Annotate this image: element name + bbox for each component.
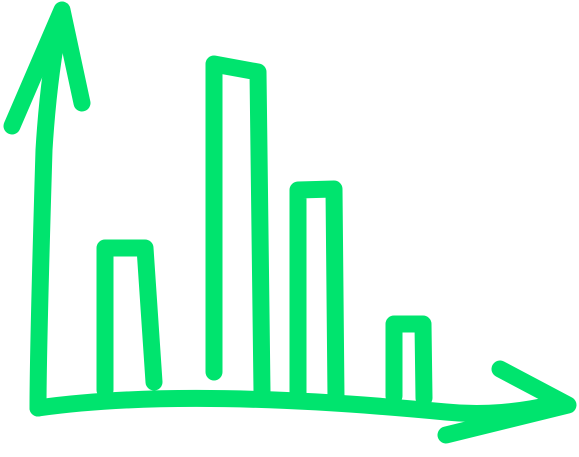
right-arrow-icon <box>437 360 577 444</box>
up-arrow-icon <box>3 1 91 135</box>
bar-1 <box>96 239 163 399</box>
bar-2 <box>205 55 271 401</box>
bar-4 <box>385 315 433 407</box>
y-axis-line <box>29 9 69 417</box>
bar-3 <box>289 180 345 407</box>
